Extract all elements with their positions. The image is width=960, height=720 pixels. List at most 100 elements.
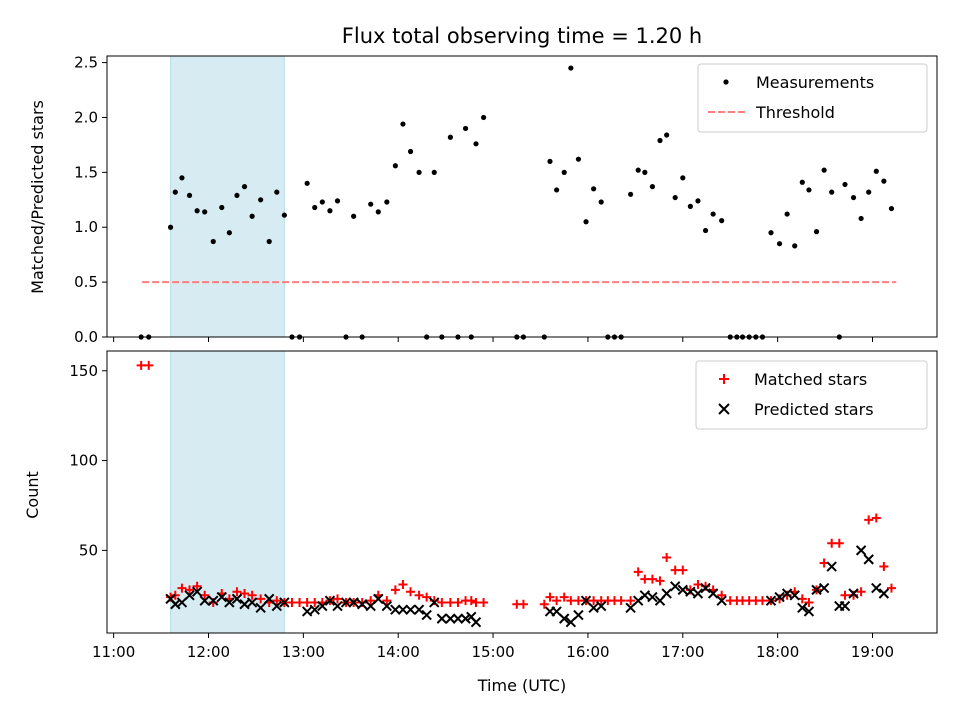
measurement-point: [873, 168, 879, 174]
measurement-point: [384, 199, 390, 205]
predicted-star-point: [216, 591, 227, 603]
matched-star-point: [827, 538, 837, 548]
matched-star-point: [466, 596, 476, 606]
measurement-point: [431, 169, 437, 175]
predicted-star-point: [460, 613, 471, 624]
matched-star-point: [247, 590, 257, 600]
measurement-point: [234, 192, 240, 199]
predicted-star-point: [639, 590, 651, 601]
measurement-point: [375, 209, 381, 215]
matched-star-point: [398, 580, 408, 590]
measurement-point: [281, 212, 287, 218]
predicted-star-point: [191, 586, 203, 597]
measurement-point: [628, 191, 634, 197]
measurement-point: [312, 204, 318, 211]
predicted-star-point: [661, 588, 672, 599]
predicted-star-point: [803, 606, 815, 617]
top-y-tick-label: 0.5: [74, 273, 98, 291]
measurement-point: [266, 238, 272, 245]
measurement-point: [829, 189, 835, 195]
predicted-star-point: [255, 602, 266, 614]
measurement-point: [319, 199, 325, 205]
matched-star-point: [479, 597, 489, 607]
matched-star-point: [856, 587, 866, 597]
measurement-point: [695, 198, 701, 204]
predicted-star-point: [429, 597, 440, 608]
matched-star-point: [670, 565, 680, 575]
matched-star-point: [626, 596, 636, 606]
top-y-ticks: 0.0 0.5 1.0 1.5 2.0 2.5: [74, 54, 107, 346]
x-tick-label: 12:00: [187, 643, 230, 661]
measurement-point: [202, 209, 208, 215]
measurement-point: [304, 180, 310, 186]
bottom-y-ticks: 50 100 150: [69, 362, 107, 559]
predicted-star-point: [692, 588, 704, 599]
measurement-point: [702, 227, 709, 234]
predicted-star-point: [340, 597, 352, 608]
predicted-star-point: [348, 597, 359, 608]
measurement-point: [657, 137, 663, 144]
top-legend-box: [697, 63, 928, 133]
predicted-star-point: [452, 613, 464, 624]
matched-star-point: [414, 590, 424, 600]
measurement-point: [167, 224, 174, 230]
x-tick-label: 13:00: [282, 643, 325, 661]
measurement-point: [768, 230, 774, 236]
predicted-star-point: [246, 597, 258, 608]
predicted-star-point: [855, 545, 867, 556]
measurements-series: [138, 65, 895, 340]
predicted-star-point: [381, 600, 393, 612]
matched-star-point: [185, 585, 195, 595]
measurement-point: [858, 215, 864, 222]
matched-star-point: [589, 596, 599, 606]
matched-star-point: [886, 583, 896, 593]
measurement-point: [888, 205, 895, 212]
x-tick-label: 18:00: [756, 643, 799, 661]
matched-star-point: [437, 597, 447, 607]
chart-title: Flux total observing time = 1.20 h: [342, 24, 702, 48]
bottom-y-axis-label: Count: [23, 471, 42, 519]
matched-star-point: [879, 562, 889, 572]
predicted-star-point: [797, 602, 808, 614]
legend-marker-plus: [719, 374, 729, 384]
matched-star-point: [453, 597, 463, 607]
top-axes-frame: [106, 55, 938, 338]
matched-star-point: [864, 515, 874, 525]
matched-star-point: [177, 583, 187, 593]
matched-star-point: [573, 596, 583, 606]
measurement-point: [334, 198, 341, 204]
measurement-point: [547, 158, 553, 164]
legend-marker-x: [718, 403, 730, 415]
measurement-point: [226, 230, 232, 236]
matched-star-point: [406, 587, 416, 597]
predicted-star-point: [397, 604, 409, 615]
predicted-star-point: [271, 600, 283, 612]
x-tick-label: 15:00: [471, 643, 514, 661]
top-y-tick-label: 2.5: [74, 54, 98, 72]
measurement-point: [710, 211, 716, 217]
predicted-star-point: [332, 600, 343, 612]
measurement-point: [392, 163, 398, 169]
measurement-point: [172, 189, 178, 195]
measurement-point: [274, 189, 280, 195]
measurement-point: [821, 167, 827, 173]
legend-marker-dot: [723, 79, 729, 85]
measurement-point: [784, 211, 790, 217]
predicted-star-point: [279, 597, 290, 608]
measurement-point: [249, 213, 255, 219]
x-tick-label: 11:00: [92, 643, 135, 661]
bottom-x-ticks: 11:00 12:00 13:00 14:00 15:00 16:00 17:00 18:00…: [92, 633, 894, 661]
predicted-star-point: [781, 588, 793, 599]
matched-star-point: [647, 574, 657, 584]
predicted-star-point: [324, 595, 336, 606]
predicted-star-point: [421, 609, 432, 621]
matched-star-point: [445, 597, 455, 607]
measurement-point: [568, 65, 574, 71]
matched-star-point: [232, 587, 242, 597]
matched-star-point: [256, 594, 266, 604]
matched-star-point: [302, 597, 312, 607]
measurement-point: [799, 179, 805, 185]
predicted-star-point: [826, 561, 837, 572]
measurement-point: [219, 204, 225, 211]
